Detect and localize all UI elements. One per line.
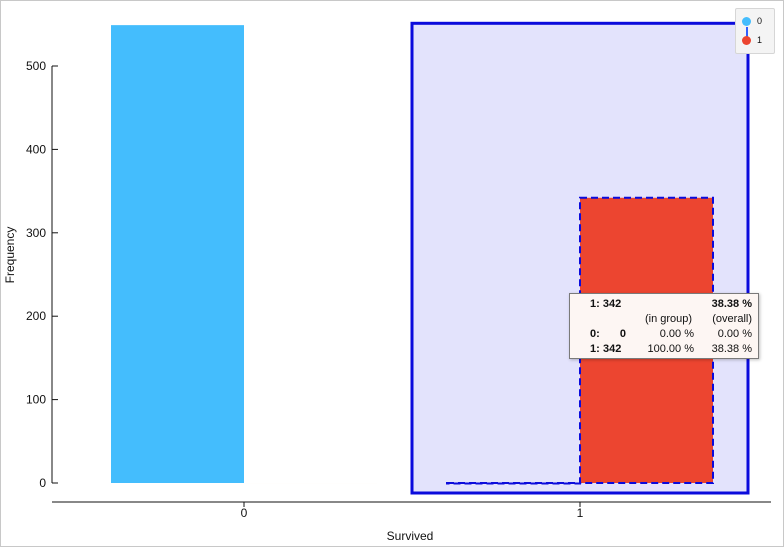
tooltip-col-overall: (overall) [712, 313, 752, 325]
tooltip-row-0-in-group: 0.00 % [659, 328, 694, 340]
bar-1-series-0[interactable] [446, 482, 581, 485]
tooltip-row-1-key: 1: [590, 343, 600, 355]
y-tick-label-400: 400 [26, 142, 46, 156]
y-tick-label-100: 100 [26, 393, 46, 407]
axes-layer: 0 100 200 300 400 500 0 1 [26, 59, 771, 520]
legend-connector [746, 27, 748, 41]
y-axis-title: Frequency [3, 227, 17, 284]
legend-item-1[interactable]: 1 [742, 33, 762, 47]
x-axis-title: Survived [387, 529, 434, 543]
x-tick-label-1: 1 [577, 506, 584, 520]
legend: 0 1 [735, 8, 775, 54]
tooltip-row-1-overall: 38.38 % [711, 343, 752, 355]
y-tick-label-500: 500 [26, 59, 46, 73]
tooltip-col-in-group: (in group) [645, 313, 693, 325]
bar-tooltip: 1: 342 38.38 % (in group) (overall) 0: 0… [569, 293, 759, 359]
tooltip-row-1-in-group: 100.00 % [647, 343, 694, 355]
legend-label-1: 1 [757, 35, 763, 45]
legend-item-0[interactable]: 0 [742, 14, 762, 28]
y-tick-label-0: 0 [39, 476, 46, 490]
y-tick-label-300: 300 [26, 226, 46, 240]
legend-dot-1 [742, 35, 751, 45]
x-tick-label-0: 0 [241, 506, 248, 520]
y-tick-label-200: 200 [26, 309, 46, 323]
tooltip-header-label: 1: 342 [590, 298, 622, 310]
legend-label-0: 0 [757, 16, 763, 26]
legend-dot-0 [742, 16, 751, 26]
bar-0-series-0[interactable] [111, 25, 244, 483]
tooltip-row-0-overall: 0.00 % [717, 328, 752, 340]
tooltip-row-0-count: 0 [619, 328, 626, 340]
tooltip-header-pct: 38.38 % [711, 298, 752, 310]
tooltip-row-1-count: 342 [603, 343, 622, 355]
tooltip-row-0-key: 0: [590, 328, 600, 340]
